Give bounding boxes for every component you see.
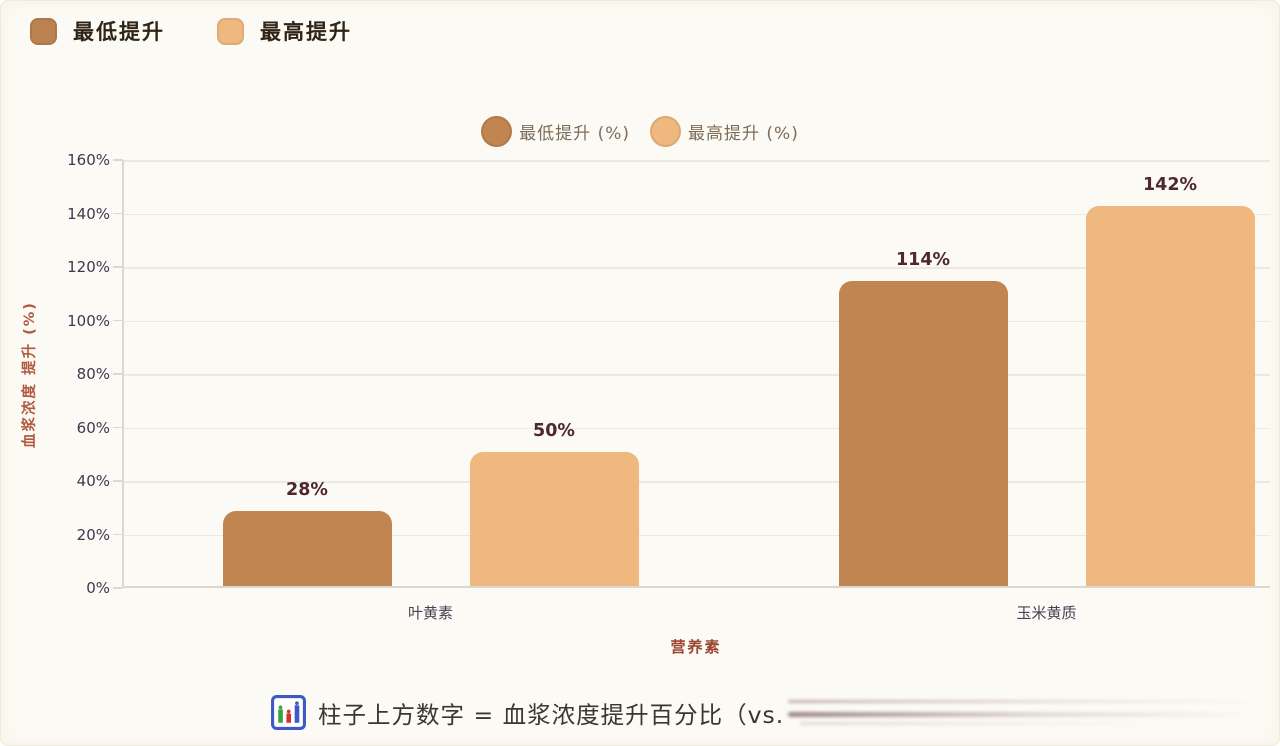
top-legend: 最低提升 最高提升 bbox=[30, 16, 352, 46]
category-label-玉米黄质: 玉米黄质 bbox=[1016, 604, 1077, 622]
gridline-100% bbox=[124, 320, 1270, 322]
ytick-mark-100% bbox=[113, 319, 123, 322]
ytick-mark-40% bbox=[113, 480, 123, 482]
bar-value-label-叶黄素-max: 50% bbox=[533, 421, 575, 442]
ytick-mark-120% bbox=[113, 266, 123, 268]
x-axis-title: 营养素 bbox=[670, 638, 722, 656]
ytick-label-80%: 80% bbox=[76, 365, 110, 383]
legend-item-min[interactable]: 最低提升 bbox=[30, 16, 165, 46]
bar-value-label-玉米黄质-max: 142% bbox=[1142, 175, 1198, 196]
plot-area: 0% 20% 40% 60% 80% 100% 120% 140% 160% 28% 50% 叶黄素 1… bbox=[67, 151, 1270, 622]
ytick-mark-0% bbox=[113, 587, 123, 589]
legend-item-min-label: 最低提升 bbox=[73, 20, 165, 44]
redacted-blur-streak bbox=[800, 722, 1160, 725]
ytick-label-40%: 40% bbox=[76, 472, 110, 490]
chart-legend-min-label: 最低提升 (%) bbox=[519, 124, 630, 144]
chart-legend: 最低提升 (%) 最高提升 (%) bbox=[0, 116, 1280, 147]
legend-item-max[interactable]: 最高提升 bbox=[217, 16, 352, 46]
footnote: 柱子上方数字 = 血浆浓度提升百分比（vs. bbox=[270, 694, 784, 731]
ytick-label-60%: 60% bbox=[76, 418, 110, 437]
bar-value-label-叶黄素-min: 28% bbox=[286, 480, 328, 501]
gridline-140% bbox=[124, 213, 1270, 215]
max-series-swatch bbox=[217, 17, 244, 45]
gridline-40% bbox=[124, 481, 1270, 483]
min-series-swatch bbox=[30, 17, 57, 45]
ytick-label-0%: 0% bbox=[86, 579, 110, 597]
ytick-mark-140% bbox=[113, 212, 123, 215]
ytick-label-160%: 160% bbox=[67, 151, 110, 169]
ytick-mark-60% bbox=[113, 426, 123, 429]
bar-叶黄素-max[interactable] bbox=[469, 452, 639, 586]
redacted-blur-streak bbox=[788, 700, 1266, 703]
y-axis-title-wrap: 血浆浓度 提升 (%) bbox=[10, 160, 46, 588]
ytick-mark-80% bbox=[113, 373, 123, 375]
category-label-叶黄素: 叶黄素 bbox=[407, 604, 454, 622]
redacted-blur-streak bbox=[788, 712, 1258, 717]
ytick-label-20%: 20% bbox=[76, 525, 110, 544]
chart-legend-max-label: 最高提升 (%) bbox=[688, 124, 799, 144]
chart-legend-item-max[interactable]: 最高提升 (%) bbox=[650, 116, 799, 147]
ytick-label-100%: 100% bbox=[67, 311, 110, 330]
min-series-circle-swatch bbox=[481, 116, 513, 147]
bar-玉米黄质-min[interactable] bbox=[838, 281, 1008, 586]
gridline-160% bbox=[124, 160, 1270, 162]
footnote-text: 柱子上方数字 = 血浆浓度提升百分比（vs. bbox=[318, 700, 785, 729]
chart-legend-item-min[interactable]: 最低提升 (%) bbox=[481, 116, 630, 147]
gridline-60% bbox=[124, 427, 1270, 429]
bar-chart-icon bbox=[271, 695, 306, 730]
gridline-20% bbox=[124, 534, 1270, 536]
ytick-label-120%: 120% bbox=[67, 258, 110, 276]
gridline-80% bbox=[124, 374, 1270, 376]
legend-item-max-label: 最高提升 bbox=[260, 20, 352, 44]
y-axis-title: 血浆浓度 提升 (%) bbox=[21, 300, 38, 448]
max-series-circle-swatch bbox=[650, 116, 681, 147]
gridline-120% bbox=[124, 267, 1270, 269]
bar-玉米黄质-max[interactable] bbox=[1085, 206, 1255, 586]
bar-value-label-玉米黄质-min: 114% bbox=[895, 250, 951, 271]
bar-叶黄素-min[interactable] bbox=[222, 511, 392, 586]
ytick-mark-20% bbox=[113, 533, 123, 536]
ytick-mark-160% bbox=[113, 159, 123, 161]
ytick-label-140%: 140% bbox=[67, 204, 110, 223]
